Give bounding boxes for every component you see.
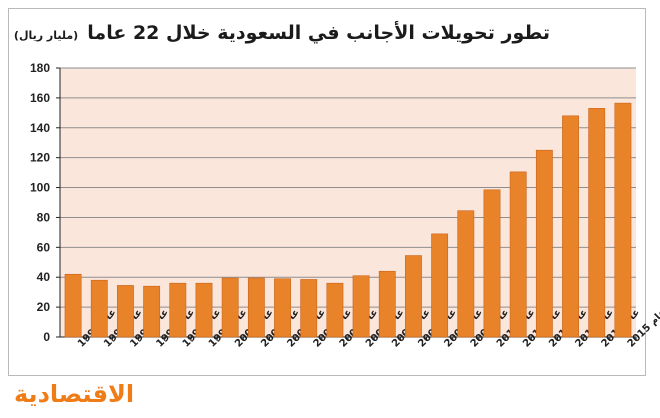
bar — [509, 171, 527, 338]
bar — [300, 279, 318, 338]
bar — [457, 210, 475, 338]
bar — [274, 278, 291, 338]
bar — [143, 285, 161, 338]
y-tick-label: 0 — [43, 330, 50, 344]
bar — [169, 282, 187, 338]
y-tick-label: 80 — [37, 210, 51, 224]
bar — [431, 233, 449, 338]
publisher-logo: الاقتصادية — [14, 380, 135, 408]
bar — [90, 279, 108, 338]
y-tick-label: 180 — [30, 61, 50, 75]
y-tick-label: 20 — [37, 300, 51, 314]
bar — [405, 255, 422, 338]
y-tick-label: 60 — [37, 240, 51, 254]
y-tick-label: 120 — [30, 151, 50, 165]
bar — [64, 273, 82, 338]
bar — [588, 108, 606, 338]
bar — [378, 270, 396, 338]
y-tick-label: 140 — [30, 121, 50, 135]
bar — [535, 149, 553, 338]
bar — [221, 277, 239, 338]
y-tick-label: 100 — [30, 181, 50, 195]
bar — [326, 282, 344, 338]
y-tick-label: 40 — [37, 270, 51, 284]
bar — [195, 282, 213, 338]
bar — [117, 285, 134, 338]
bar — [352, 275, 370, 338]
chart-unit-label: (مليار ريال) — [13, 29, 79, 42]
chart-title: تطور تحويلات الأجانب في السعودية خلال 22… — [14, 22, 550, 52]
bar — [247, 277, 265, 338]
y-tick-label: 160 — [30, 91, 50, 105]
bar — [562, 115, 579, 338]
bar — [614, 102, 632, 338]
bar — [483, 189, 501, 338]
chart-title-text: تطور تحويلات الأجانب في السعودية خلال 22… — [87, 22, 550, 44]
